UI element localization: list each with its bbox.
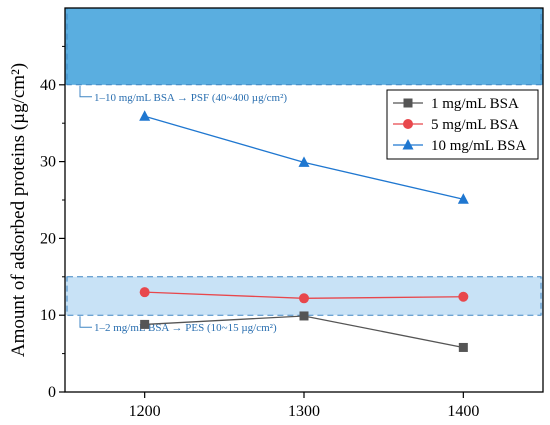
series-2-point	[458, 291, 469, 302]
y-tick-label: 0	[48, 384, 56, 401]
series-1-point	[458, 342, 468, 352]
series-2	[139, 287, 469, 304]
legend-label: 5 mg/mL BSA	[431, 117, 519, 133]
y-tick-label: 40	[40, 77, 56, 94]
band-1-label: 1–10 mg/mL BSA → PSF (40~400 µg/cm²)	[94, 92, 287, 104]
series-2-point	[299, 293, 309, 304]
y-tick-label: 20	[40, 230, 56, 247]
band-2-outline	[66, 276, 542, 316]
y-tick-label: 10	[40, 307, 56, 324]
series-3-point	[298, 156, 310, 167]
x-tick-label: 1400	[447, 403, 479, 420]
band-1-arrow	[79, 85, 92, 98]
series-1-point	[299, 311, 309, 321]
band-labels: 1–10 mg/mL BSA → PSF (40~400 µg/cm²) 1–2 …	[79, 85, 287, 334]
band-1-outline	[66, 7, 542, 86]
legend-swatch-marker	[403, 119, 413, 129]
legend-label: 10 mg/mL BSA	[431, 138, 526, 154]
legend-swatch-marker	[402, 139, 414, 150]
legend-label: 1 mg/mL BSA	[431, 96, 519, 112]
series-1	[140, 311, 468, 352]
legend: 1 mg/mL BSA 5 mg/mL BSA 10 mg/mL BSA	[386, 89, 539, 160]
series-3	[139, 110, 469, 204]
series-2-point	[139, 287, 150, 298]
series-3-point	[139, 110, 151, 121]
x-tick-label: 1300	[288, 403, 320, 420]
series-3-point	[457, 193, 469, 204]
x-tick-label: 1200	[129, 403, 161, 420]
y-axis-title: Amount of adsorbed proteins (µg/cm²)	[8, 63, 29, 357]
x-axis-ticks: 1200 1300 1400	[129, 392, 479, 420]
band-2-label: 1–2 mg/mL BSA → PES (10~15 µg/cm²)	[94, 322, 277, 334]
y-tick-label: 30	[40, 154, 56, 171]
legend-swatch-marker	[403, 98, 413, 108]
y-axis-ticks: 0 10 20 30 40	[40, 45, 65, 401]
band-1	[65, 8, 543, 85]
series-1-point	[140, 319, 150, 329]
series-layer	[139, 110, 469, 352]
band-2-arrow	[79, 316, 92, 328]
